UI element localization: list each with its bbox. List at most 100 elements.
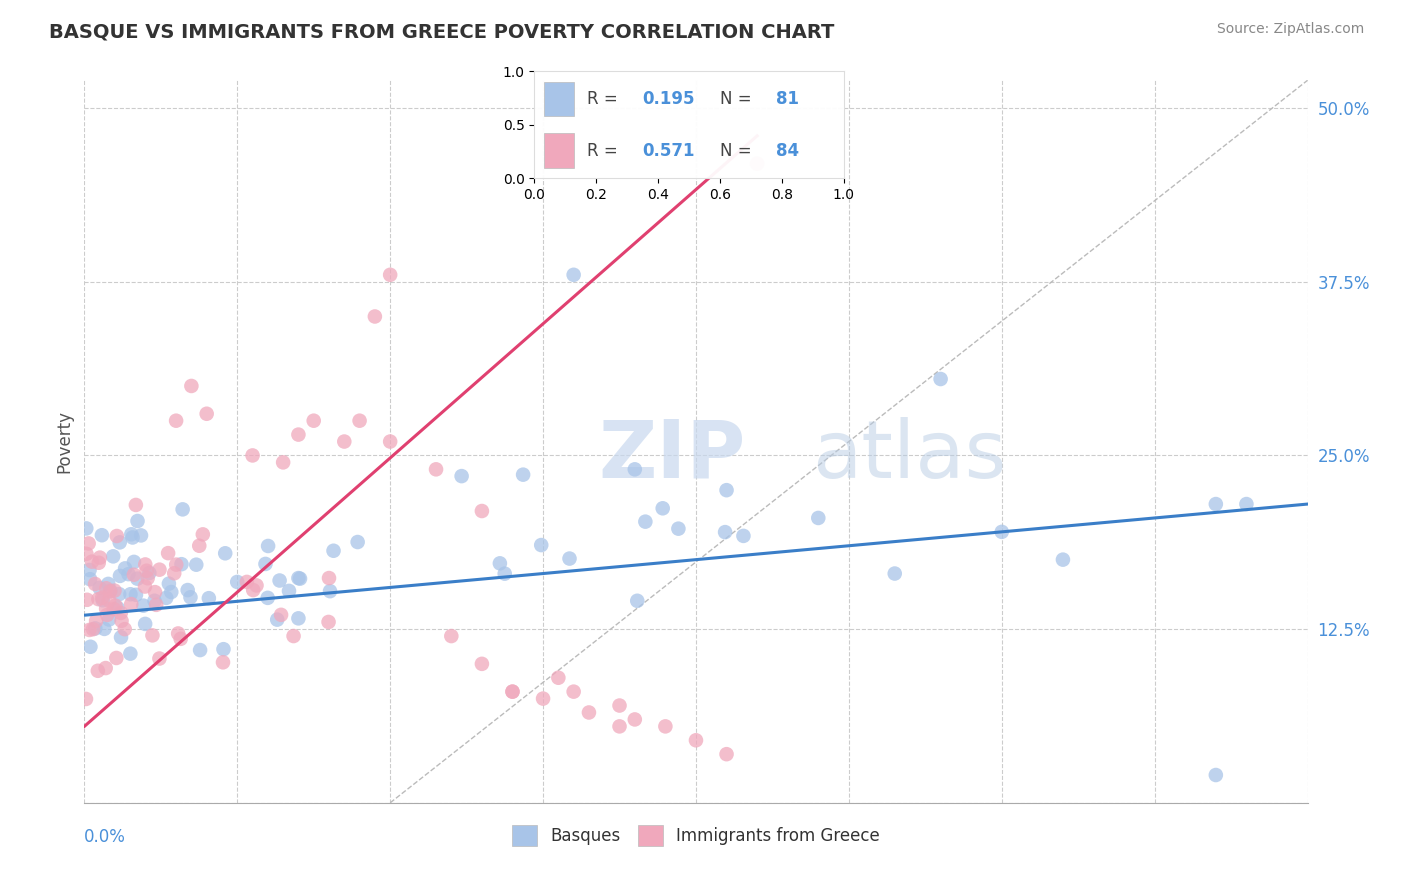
Point bbox=[364, 310, 387, 324]
Point bbox=[1052, 552, 1074, 566]
Point bbox=[558, 551, 581, 566]
Point bbox=[163, 566, 186, 581]
Text: 84: 84 bbox=[776, 142, 799, 160]
Point bbox=[87, 556, 110, 570]
Point bbox=[668, 522, 690, 536]
Text: N =: N = bbox=[720, 142, 756, 160]
Point bbox=[108, 569, 131, 583]
Point bbox=[236, 574, 259, 589]
Point bbox=[157, 546, 180, 560]
Point bbox=[143, 585, 166, 599]
Text: N =: N = bbox=[720, 90, 756, 108]
Point bbox=[98, 593, 121, 607]
Point bbox=[75, 692, 97, 706]
Point bbox=[125, 588, 148, 602]
Point bbox=[269, 574, 291, 588]
Point bbox=[94, 601, 117, 615]
Point bbox=[138, 566, 160, 580]
Point bbox=[98, 584, 121, 599]
Point bbox=[90, 528, 112, 542]
Point bbox=[105, 529, 128, 543]
Point bbox=[75, 521, 97, 535]
Point bbox=[256, 591, 278, 605]
Point bbox=[318, 615, 340, 629]
Point bbox=[195, 407, 218, 421]
Point bbox=[450, 469, 472, 483]
Point bbox=[179, 591, 201, 605]
Point bbox=[257, 539, 280, 553]
Point bbox=[82, 622, 104, 636]
Point bbox=[578, 706, 600, 720]
Text: R =: R = bbox=[586, 142, 623, 160]
Point bbox=[75, 547, 97, 561]
Point bbox=[107, 601, 129, 615]
Point bbox=[134, 558, 156, 572]
Point bbox=[91, 591, 114, 605]
Point bbox=[333, 434, 356, 449]
Point bbox=[346, 535, 368, 549]
Point bbox=[562, 268, 585, 282]
Point bbox=[180, 379, 202, 393]
Point bbox=[98, 613, 121, 627]
Point bbox=[245, 578, 267, 592]
Point bbox=[79, 623, 101, 637]
Point bbox=[165, 414, 187, 428]
Point bbox=[155, 591, 177, 605]
Point bbox=[440, 629, 463, 643]
Point bbox=[176, 583, 198, 598]
Point bbox=[380, 268, 402, 282]
Point bbox=[97, 577, 120, 591]
Point bbox=[716, 483, 738, 498]
Point bbox=[266, 613, 288, 627]
Point bbox=[120, 597, 142, 611]
Point bbox=[714, 525, 737, 540]
Point bbox=[129, 528, 152, 542]
Point bbox=[502, 684, 524, 698]
Point bbox=[212, 655, 235, 669]
Point bbox=[254, 557, 277, 571]
Point bbox=[685, 733, 707, 747]
Point bbox=[84, 622, 107, 636]
Point bbox=[747, 156, 769, 170]
Point bbox=[991, 524, 1014, 539]
Point bbox=[110, 614, 132, 628]
Point bbox=[186, 558, 208, 572]
Text: R =: R = bbox=[586, 90, 623, 108]
Point bbox=[287, 571, 309, 585]
Point bbox=[134, 616, 156, 631]
Point bbox=[626, 594, 648, 608]
Point bbox=[288, 572, 311, 586]
Point bbox=[634, 515, 657, 529]
Point bbox=[103, 583, 125, 598]
Point bbox=[651, 501, 673, 516]
Point bbox=[98, 583, 121, 598]
Point bbox=[103, 602, 125, 616]
Point bbox=[120, 587, 142, 601]
Point bbox=[148, 651, 170, 665]
Point bbox=[96, 582, 118, 596]
Point bbox=[242, 449, 264, 463]
Point bbox=[84, 577, 107, 591]
Point bbox=[188, 539, 211, 553]
Text: ZIP: ZIP bbox=[598, 417, 745, 495]
Point bbox=[609, 698, 631, 713]
Point bbox=[283, 629, 305, 643]
Point bbox=[287, 427, 309, 442]
Point bbox=[79, 572, 101, 586]
Point bbox=[716, 747, 738, 761]
Point bbox=[96, 607, 118, 622]
Point bbox=[160, 585, 183, 599]
Point bbox=[117, 567, 139, 582]
Point bbox=[114, 622, 136, 636]
Point bbox=[322, 543, 344, 558]
Point bbox=[380, 434, 402, 449]
Point bbox=[87, 592, 110, 607]
Point bbox=[89, 550, 111, 565]
Point bbox=[319, 584, 342, 599]
Point bbox=[654, 719, 676, 733]
Point bbox=[170, 632, 193, 646]
Point bbox=[494, 566, 516, 581]
Point bbox=[101, 549, 124, 564]
Point bbox=[531, 691, 554, 706]
Point bbox=[110, 606, 132, 620]
